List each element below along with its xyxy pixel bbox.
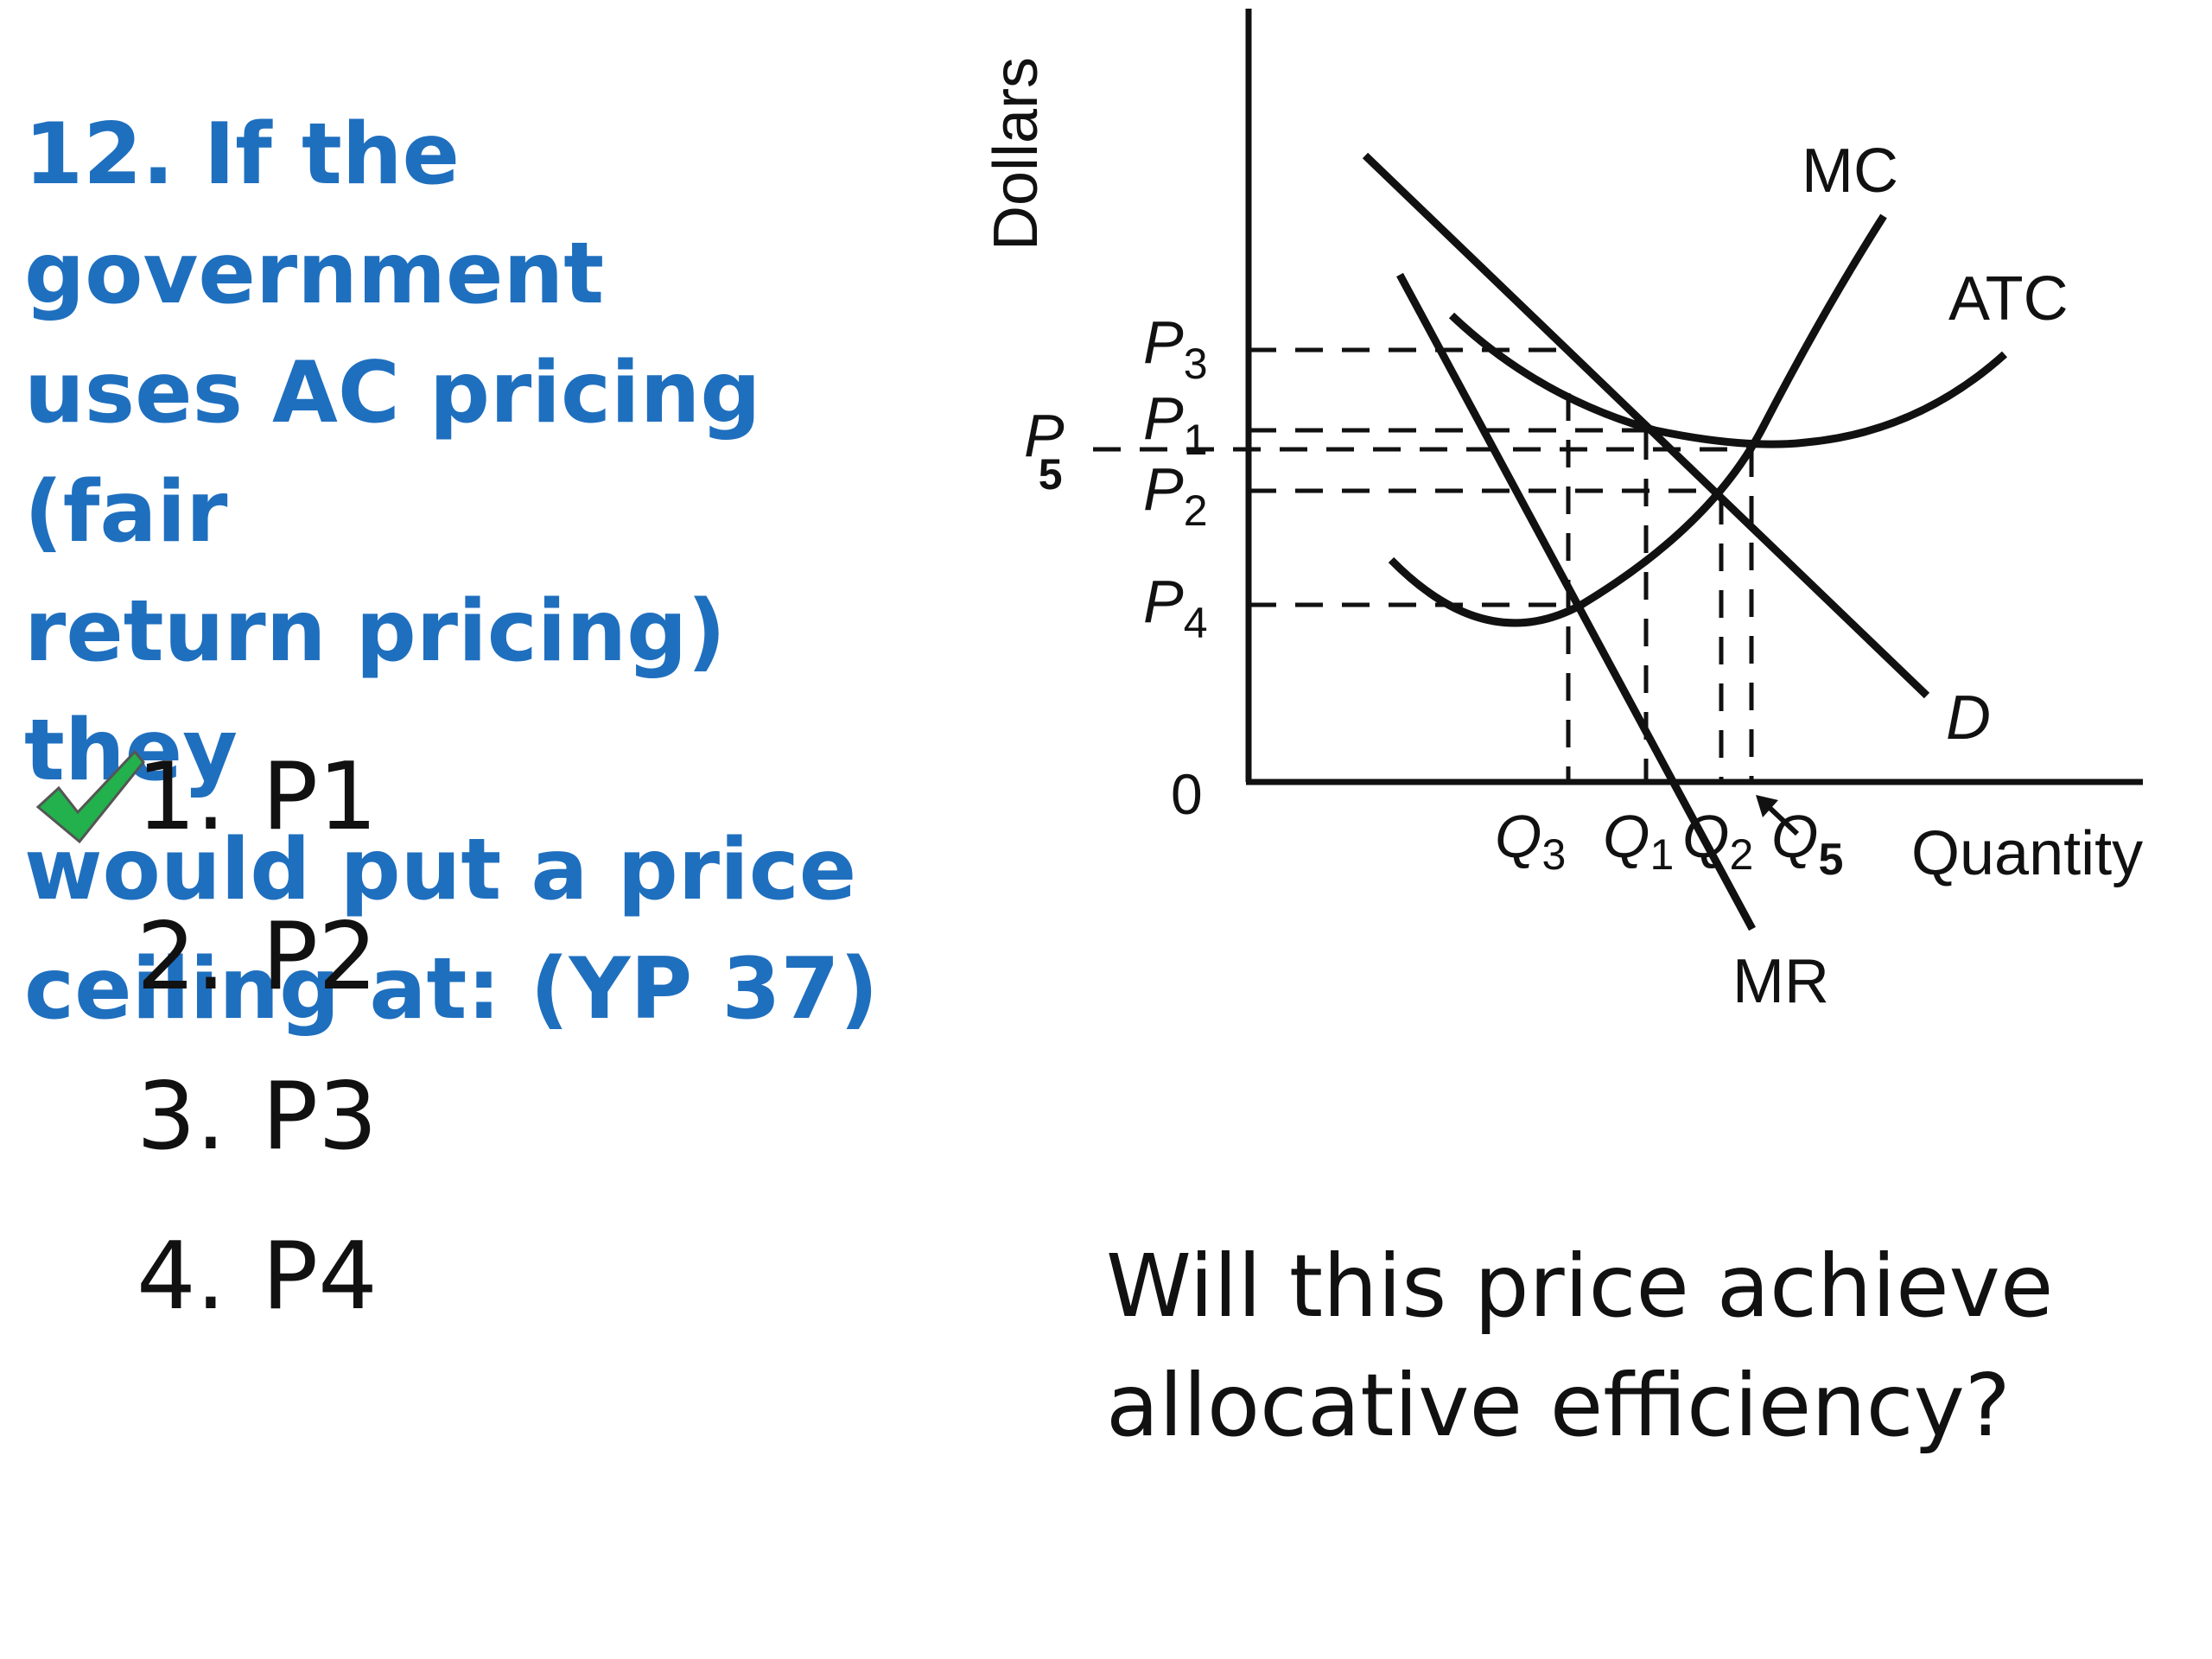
answer-option-1[interactable]: 1. P1 [137,743,655,873]
mc-label: MC [1802,137,1898,206]
price-label-p1: P1 [1143,385,1208,464]
option-label: P4 [262,1223,378,1331]
origin-label: 0 [1171,762,1203,826]
mr-label: MR [1732,947,1829,1016]
option-number: 3. [137,1063,226,1171]
question-text: 12. If the government uses AC pricing (f… [24,95,957,1049]
quantity-label-q5: Q5 [1771,803,1843,885]
question-line-4: would put a price [24,821,857,919]
answer-option-4[interactable]: 4. P4 [137,1223,655,1352]
guide-lines [1093,347,1754,782]
answer-option-3[interactable]: 3. P3 [137,1063,655,1192]
question-line-3: return pricing) they [24,582,727,800]
mc-curve [1388,213,1887,627]
checkmark-icon [35,749,145,844]
question-line-5: ceiling at: (YP 37) [24,940,879,1039]
option-number: 4. [137,1223,226,1331]
followup-line-1: Will this price achieve [1106,1236,2054,1337]
option-label: P1 [262,743,378,851]
option-label: P2 [262,903,378,1011]
q5-arrow [1764,803,1800,836]
question-line-1: 12. If the government [24,105,605,323]
atc-curve [1448,312,2008,448]
question-line-2: uses AC pricing (fair [24,344,761,562]
price-label-p2: P2 [1143,455,1208,535]
mr-curve [1396,272,1756,931]
answer-option-2[interactable]: 2. P2 [137,903,655,1033]
quantity-label-q2: Q2 [1682,803,1753,879]
q5-arrowhead [1756,795,1778,817]
y-axis-label: Dollars [985,57,1051,251]
demand-label: D [1946,683,1991,753]
price-label-p4: P4 [1143,568,1208,647]
atc-label: ATC [1948,264,2069,334]
quantity-label-q3: Q3 [1495,803,1566,879]
option-number: 2. [137,903,226,1011]
followup-question: Will this price achieve allocative effic… [1106,1227,2143,1465]
quantity-label-q1: Q1 [1603,803,1674,879]
option-label: P3 [262,1063,378,1171]
price-label-p3: P3 [1143,308,1208,388]
x-axis-label: Quantity [1911,819,2143,888]
followup-line-2: allocative efficiency? [1106,1355,2011,1456]
option-number: 1. [137,743,226,851]
